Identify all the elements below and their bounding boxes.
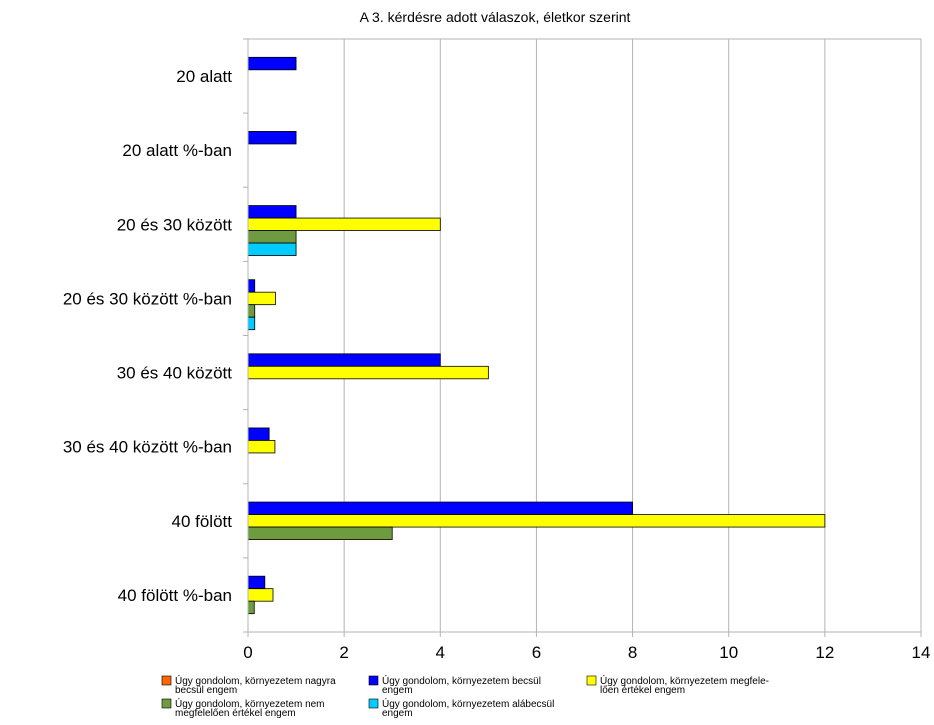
bar — [247, 575, 266, 590]
chart-title: A 3. kérdésre adott válaszok, életkor sz… — [360, 9, 631, 25]
x-tick-label: 12 — [815, 643, 834, 662]
bar — [247, 242, 297, 256]
category-label: 20 és 30 között %-ban — [63, 289, 232, 308]
legend-swatch — [586, 675, 597, 686]
bar — [247, 131, 297, 145]
bar — [247, 353, 441, 367]
category-label: 40 fölött %-ban — [118, 586, 232, 605]
legend-label: Úgy gondolom, környezetem megfele-lően é… — [600, 674, 769, 696]
x-tick-label: 2 — [339, 643, 348, 662]
bar — [247, 230, 297, 244]
category-label: 20 alatt %-ban — [122, 141, 232, 160]
category-label: 20 alatt — [176, 67, 232, 86]
bars — [247, 56, 826, 615]
legend-swatch — [161, 698, 172, 709]
x-tick-label: 6 — [532, 643, 541, 662]
legend-label: Úgy gondolom, környezetem alábecsül engem — [382, 697, 554, 719]
bar — [247, 56, 297, 71]
legend-label: Úgy gondolom, környezetem nagyra becsül e… — [175, 674, 336, 696]
bar — [247, 217, 441, 231]
bar — [247, 365, 489, 380]
legend: Úgy gondolom, környezetem nagyra becsül e… — [161, 674, 769, 719]
bar — [247, 279, 256, 293]
x-tick-label: 0 — [243, 643, 252, 662]
bar — [247, 205, 297, 219]
bar — [247, 588, 274, 602]
legend-label: Úgy gondolom, környezetem nem megfelelően… — [175, 697, 325, 719]
bar — [247, 291, 276, 306]
legend-swatch — [368, 698, 379, 709]
bar — [247, 501, 633, 515]
tick-labels: 0 2 4 6 8 10 12 14 — [243, 643, 930, 662]
bar — [247, 526, 393, 540]
plot-frame — [247, 38, 922, 633]
x-tick-label: 4 — [436, 643, 445, 662]
legend-swatch — [161, 675, 172, 686]
category-label: 30 és 40 között %-ban — [63, 438, 232, 457]
bar — [247, 316, 256, 331]
x-tick-label: 10 — [719, 643, 738, 662]
category-label: 30 és 40 között — [117, 364, 233, 383]
bar — [247, 427, 270, 441]
category-labels: 20 alatt 20 alatt %-ban 20 és 30 között 20 … — [63, 67, 232, 605]
legend-swatch — [368, 675, 379, 686]
x-tick-label: 14 — [912, 643, 931, 662]
bar — [247, 600, 255, 615]
bar — [247, 304, 256, 318]
bar — [247, 440, 276, 454]
bar — [247, 514, 826, 528]
legend-label: Úgy gondolom, környezetem becsül engem — [382, 674, 541, 696]
axes — [243, 38, 922, 637]
x-tick-label: 8 — [628, 643, 637, 662]
category-label: 40 fölött — [172, 512, 233, 531]
category-label: 20 és 30 között — [117, 215, 233, 234]
gridlines — [343, 39, 922, 632]
